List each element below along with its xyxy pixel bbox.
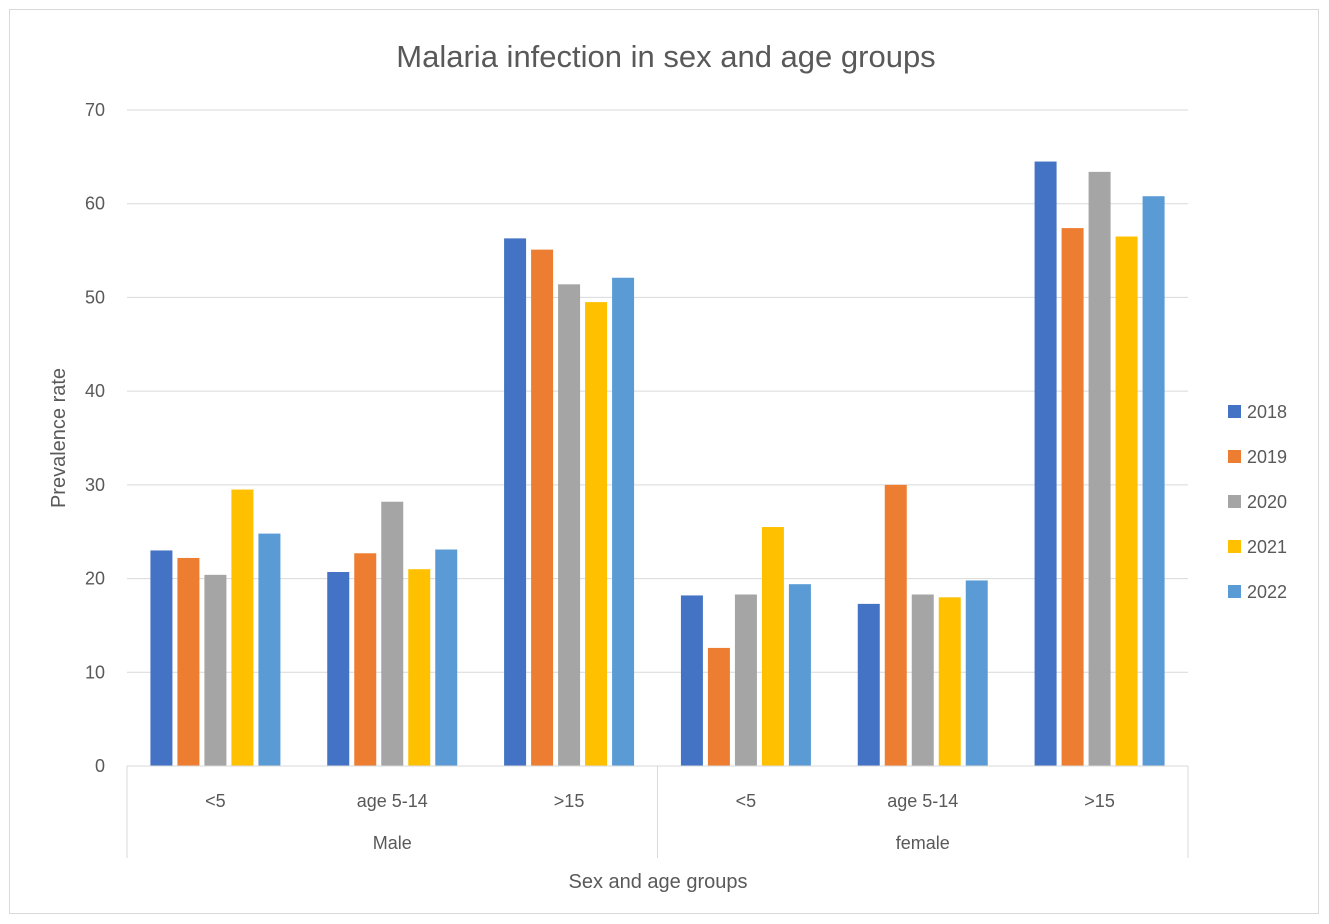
bar-2020-cat-2: [558, 284, 581, 766]
legend-swatch-2019: [1228, 450, 1241, 463]
legend-swatch-2018: [1228, 405, 1241, 418]
legend: 2018 2019 2020 2021 2022: [1228, 402, 1287, 602]
legend-swatch-2021: [1228, 540, 1241, 553]
bar-2022-cat-0: [258, 533, 281, 766]
bar-2020-cat-4: [911, 594, 934, 766]
x-group-label: Male: [373, 833, 412, 853]
bar-2020-cat-1: [381, 501, 404, 766]
bar-2022-cat-2: [612, 277, 635, 766]
bar-2021-cat-5: [1115, 236, 1138, 766]
x-axis: <5 age 5-14 >15 Male <5 age 5-14 >15 female: [126, 765, 1189, 858]
bar-2022-cat-3: [788, 584, 811, 766]
x-category-label: >15: [1084, 791, 1115, 811]
bar-2021-cat-4: [938, 597, 961, 766]
x-category-label: age 5-14: [357, 791, 428, 811]
bar-2020-cat-0: [204, 574, 227, 766]
bar-2019-cat-0: [177, 557, 200, 766]
bar-2020-cat-3: [734, 594, 757, 766]
y-tick-label: 0: [95, 756, 105, 776]
bar-2018-cat-0: [150, 550, 173, 766]
y-tick-label: 20: [85, 569, 105, 589]
bar-2020-cat-5: [1088, 171, 1111, 766]
chart-title: Malaria infection in sex and age groups: [396, 39, 935, 74]
bar-2021-cat-2: [585, 302, 608, 766]
bar-2022-cat-4: [965, 580, 988, 766]
legend-label: 2022: [1247, 582, 1287, 602]
bar-2021-cat-0: [231, 489, 254, 766]
bar-2019-cat-2: [531, 249, 554, 767]
legend-swatch-2022: [1228, 585, 1241, 598]
legend-label: 2021: [1247, 537, 1287, 557]
bar-2022-cat-5: [1142, 196, 1165, 766]
x-category-label: <5: [205, 791, 226, 811]
bar-2018-cat-3: [680, 595, 703, 766]
y-tick-label: 30: [85, 475, 105, 495]
legend-label: 2019: [1247, 447, 1287, 467]
legend-label: 2020: [1247, 492, 1287, 512]
x-axis-title: Sex and age groups: [568, 871, 747, 893]
bar-2021-cat-3: [761, 527, 784, 766]
y-axis-ticks: 0 10 20 30 40 50 60 70: [85, 100, 105, 776]
y-axis-title: Prevalence rate: [48, 368, 70, 508]
y-tick-label: 40: [85, 381, 105, 401]
bar-2019-cat-4: [884, 484, 907, 766]
bar-2019-cat-5: [1061, 228, 1084, 766]
x-category-label: age 5-14: [887, 791, 958, 811]
bar-2018-cat-4: [857, 603, 880, 766]
gridlines: [127, 109, 1188, 673]
bar-2018-cat-1: [327, 572, 350, 766]
bar-2022-cat-1: [435, 549, 458, 766]
bar-2019-cat-3: [707, 647, 730, 766]
bar-2019-cat-1: [354, 553, 377, 766]
x-category-label: <5: [736, 791, 757, 811]
y-tick-label: 60: [85, 194, 105, 214]
x-category-label: >15: [554, 791, 585, 811]
y-tick-label: 10: [85, 662, 105, 682]
bar-2018-cat-5: [1034, 161, 1057, 767]
bars: [150, 161, 1165, 767]
bar-2021-cat-1: [408, 569, 431, 766]
bar-2018-cat-2: [504, 238, 527, 767]
y-tick-label: 70: [85, 100, 105, 120]
y-tick-label: 50: [85, 287, 105, 307]
x-group-label: female: [896, 833, 950, 853]
legend-label: 2018: [1247, 402, 1287, 422]
legend-swatch-2020: [1228, 495, 1241, 508]
